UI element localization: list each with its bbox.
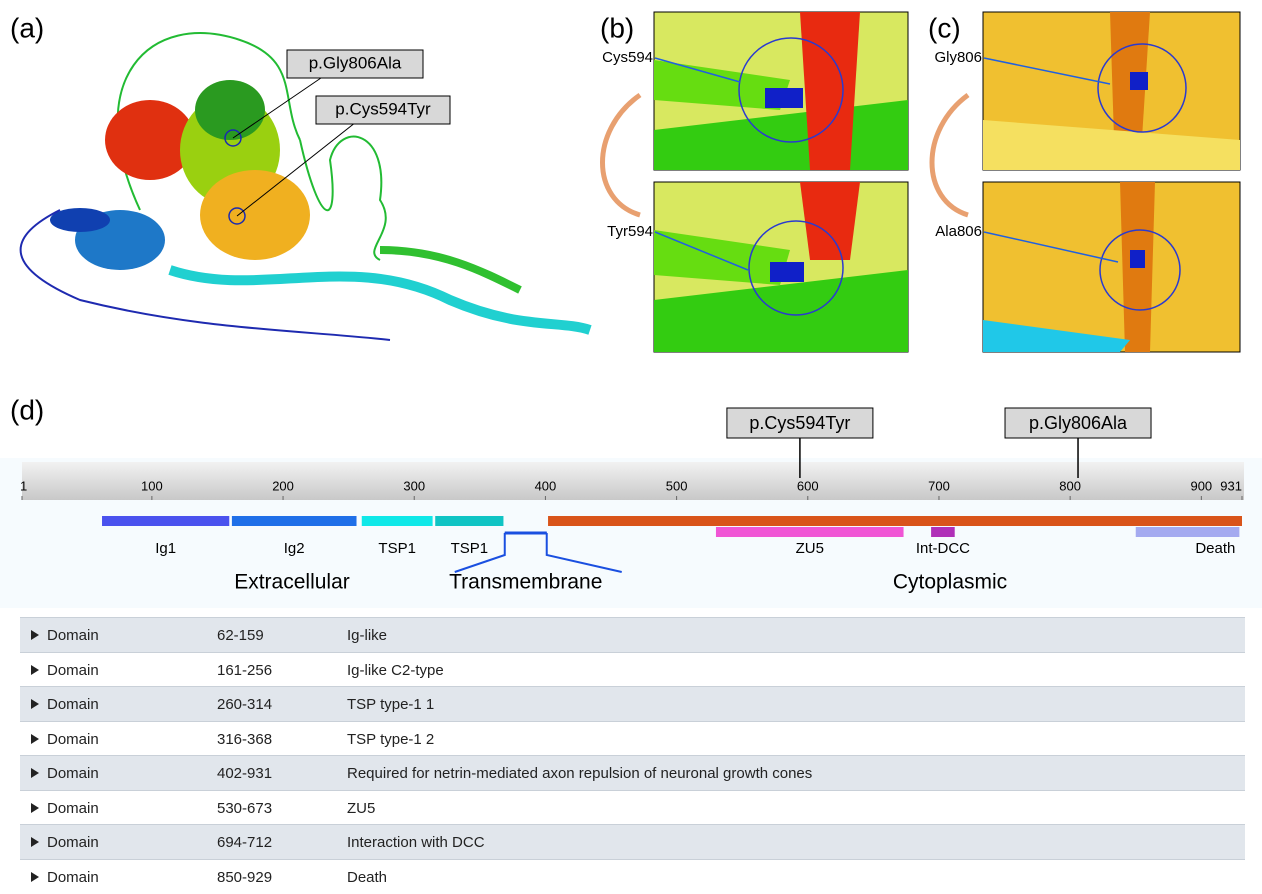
table-row[interactable]: Domain 161-256 Ig-like C2-type (20, 652, 1245, 687)
table-cell: 161-256 (217, 662, 272, 679)
table-cell: ZU5 (347, 800, 375, 817)
tick-label: 100 (141, 478, 163, 493)
table-row[interactable]: Domain 260-314 TSP type-1 1 (20, 686, 1245, 721)
figure: (a) p.Gly806Ala p.Cys594Tyr (b) Cys594 T… (0, 0, 1262, 890)
table-cell: Domain (47, 731, 99, 748)
region-label: Transmembrane (449, 571, 602, 594)
domain-bar (548, 516, 1242, 526)
table-cell: Death (347, 869, 387, 886)
variant-label: p.Gly806Ala (309, 53, 402, 72)
domain-bar (716, 527, 904, 537)
residue-label: Ala806 (935, 223, 982, 240)
domain-label: TSP1 (451, 540, 489, 557)
tick-label: 931 (1220, 478, 1242, 493)
region-label: Cytoplasmic (893, 571, 1007, 594)
panel-label: (b) (600, 12, 634, 43)
variant-label: p.Gly806Ala (1029, 413, 1128, 433)
table-row[interactable]: Domain 850-929 Death (20, 859, 1245, 894)
region-label: Extracellular (234, 571, 350, 594)
tick-label: 200 (272, 478, 294, 493)
table-cell: Domain (47, 765, 99, 782)
expand-icon[interactable] (31, 803, 39, 813)
domain-label: Ig2 (284, 540, 305, 557)
table-row[interactable]: Domain 530-673 ZU5 (20, 790, 1245, 825)
expand-icon[interactable] (31, 872, 39, 882)
table-row[interactable]: Domain 402-931 Required for netrin-mediate… (20, 755, 1245, 790)
residue-label: Tyr594 (607, 223, 653, 240)
table-cell: 850-929 (217, 869, 272, 886)
table-cell: Interaction with DCC (347, 834, 485, 851)
table-cell: 402-931 (217, 765, 272, 782)
domain-bar (435, 516, 503, 526)
protein-structure (21, 33, 590, 340)
table-cell: Domain (47, 627, 99, 644)
variant-label: p.Cys594Tyr (335, 99, 431, 118)
table-row[interactable]: Domain 694-712 Interaction with DCC (20, 824, 1245, 859)
expand-icon[interactable] (31, 630, 39, 640)
domain-label: Death (1195, 540, 1235, 557)
domain-bar (931, 527, 955, 537)
domain-bar (362, 516, 433, 526)
table-cell: 316-368 (217, 731, 272, 748)
domain-label: Ig1 (155, 540, 176, 557)
table-cell: Domain (47, 834, 99, 851)
table-cell: Domain (47, 800, 99, 817)
expand-icon[interactable] (31, 699, 39, 709)
domain-label: ZU5 (796, 540, 824, 557)
table-cell: Ig-like C2-type (347, 662, 444, 679)
domain-label: TSP1 (378, 540, 416, 557)
table-cell: Domain (47, 662, 99, 679)
expand-icon[interactable] (31, 734, 39, 744)
table-cell: 694-712 (217, 834, 272, 851)
domain-bar (102, 516, 229, 526)
table-cell: Domain (47, 696, 99, 713)
tick-label: 400 (535, 478, 557, 493)
residue-label: Gly806 (934, 49, 982, 66)
domain-label: Int-DCC (916, 540, 970, 557)
expand-icon[interactable] (31, 665, 39, 675)
tick-label: 500 (666, 478, 688, 493)
table-cell: Domain (47, 869, 99, 886)
tick-label: 1 (20, 478, 27, 493)
figure-graphics: (a) p.Gly806Ala p.Cys594Tyr (b) Cys594 T… (0, 0, 1262, 610)
residue-label: Cys594 (602, 49, 653, 66)
panel-label: (a) (10, 12, 44, 43)
table-cell: 62-159 (217, 627, 264, 644)
table-cell: TSP type-1 2 (347, 731, 434, 748)
domain-bar (1136, 527, 1240, 537)
table-cell: TSP type-1 1 (347, 696, 434, 713)
variant-label: p.Cys594Tyr (749, 413, 850, 433)
domain-bar (232, 516, 357, 526)
panel-label: (d) (10, 394, 44, 425)
table-cell: 530-673 (217, 800, 272, 817)
panel-label: (c) (928, 12, 961, 43)
tick-label: 300 (403, 478, 425, 493)
tick-label: 900 (1190, 478, 1212, 493)
tick-label: 800 (1059, 478, 1081, 493)
tick-label: 600 (797, 478, 819, 493)
expand-icon[interactable] (31, 837, 39, 847)
table-row[interactable]: Domain 62-159 Ig-like (20, 617, 1245, 652)
table-cell: Required for netrin-mediated axon repuls… (347, 765, 812, 782)
tick-label: 700 (928, 478, 950, 493)
table-cell: 260-314 (217, 696, 272, 713)
table-row[interactable]: Domain 316-368 TSP type-1 2 (20, 721, 1245, 756)
expand-icon[interactable] (31, 768, 39, 778)
table-cell: Ig-like (347, 627, 387, 644)
